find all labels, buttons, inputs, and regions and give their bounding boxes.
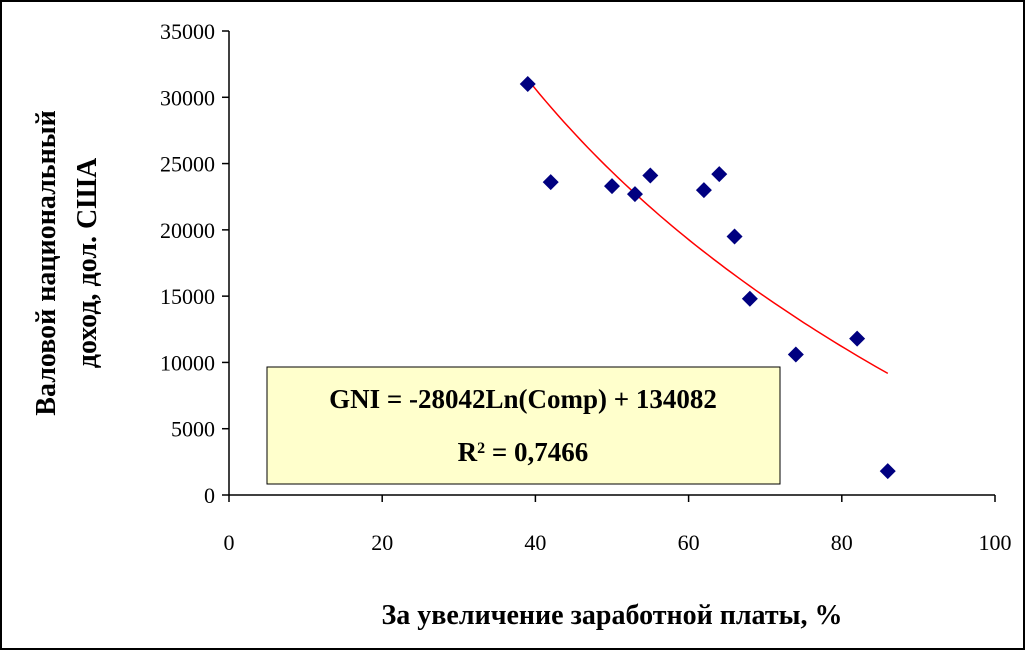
y-tick-label: 20000	[160, 218, 215, 243]
y-tick-label: 35000	[160, 19, 215, 44]
x-tick-label: 100	[979, 530, 1012, 555]
x-ticks: 0 20 40 60 80 100	[224, 495, 1012, 555]
x-tick-label: 20	[371, 530, 393, 555]
data-point	[542, 174, 559, 191]
y-tick-label: 15000	[160, 284, 215, 309]
trend-equation: GNI = -28042Ln(Comp) + 134082	[329, 384, 717, 414]
axes	[228, 31, 995, 496]
x-tick-label: 40	[524, 530, 546, 555]
data-point	[849, 330, 866, 347]
data-point	[741, 290, 758, 307]
data-point	[519, 76, 536, 93]
data-point	[711, 166, 728, 183]
data-point	[604, 178, 620, 195]
data-point	[626, 186, 643, 203]
y-axis-title-line1: Валовой национальный	[31, 110, 62, 415]
x-tick-label: 0	[224, 530, 235, 555]
y-tick-label: 25000	[160, 152, 215, 177]
data-points	[519, 76, 896, 480]
equation-box: GNI = -28042Ln(Comp) + 134082 R2 = 0,746…	[266, 366, 781, 485]
data-point	[642, 167, 659, 184]
y-tick-label: 0	[204, 483, 215, 508]
data-point	[787, 346, 804, 363]
x-tick-label: 80	[831, 530, 853, 555]
data-point	[879, 463, 896, 480]
trendline	[527, 78, 889, 375]
r-squared-sup: 2	[477, 440, 485, 457]
y-tick-label: 5000	[171, 417, 215, 442]
r-squared-value: = 0,7466	[485, 437, 588, 467]
y-tick-label: 10000	[160, 350, 215, 375]
r-squared-prefix: R	[458, 437, 478, 467]
x-axis-title: За увеличение заработной платы, %	[382, 600, 843, 631]
y-axis-title-line2: доход, дол. США	[72, 157, 103, 368]
r-squared: R2 = 0,7466	[458, 437, 589, 467]
data-point	[726, 228, 743, 245]
y-tick-label: 30000	[160, 85, 215, 110]
x-tick-label: 60	[678, 530, 700, 555]
equation-box-background	[266, 366, 781, 485]
y-ticks: 0 5000 10000 15000 20000 25000 30000 35000	[160, 19, 229, 508]
data-point	[695, 182, 712, 199]
